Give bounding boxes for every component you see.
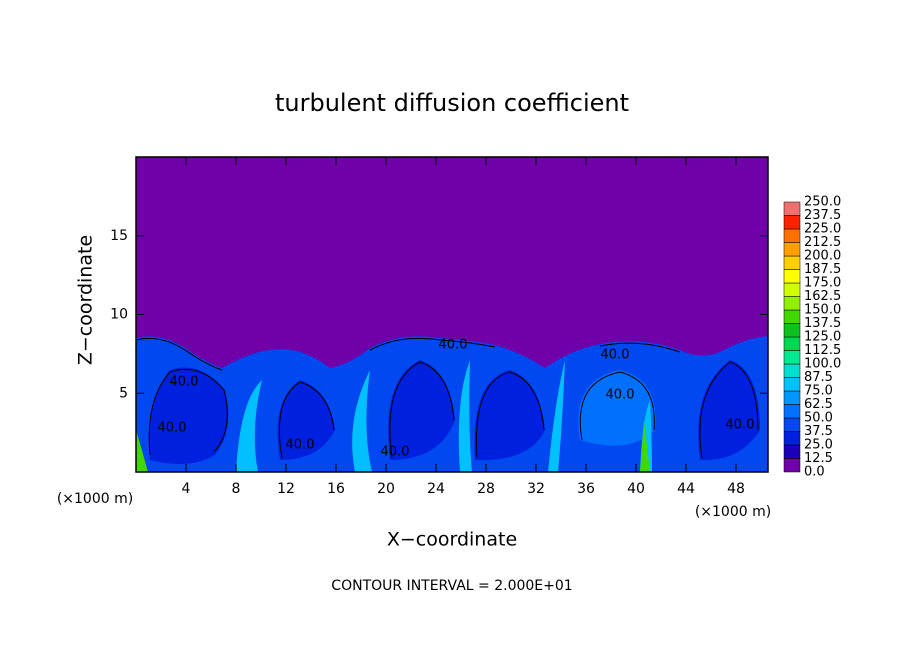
colorbar-band	[783, 255, 801, 270]
y-tick-label: 10	[110, 307, 128, 323]
field	[135, 157, 768, 472]
colorbar-band	[783, 323, 801, 338]
y-axis-label: Z−coordinate	[75, 235, 97, 365]
x-tick-label: 40	[627, 481, 645, 497]
contour-label: 40.0	[381, 445, 410, 460]
x-tick-label: 28	[477, 481, 495, 497]
colorbar-label: 237.5	[804, 208, 841, 223]
contour-label: 40.0	[606, 388, 635, 403]
colorbar-label: 225.0	[804, 222, 841, 237]
x-tick-label: 12	[277, 481, 295, 497]
x-tick-label: 4	[182, 481, 191, 497]
colorbar-band	[783, 309, 801, 324]
field-region	[149, 367, 229, 464]
chart-title: turbulent diffusion coefficient	[275, 89, 629, 117]
contour-line	[135, 337, 759, 459]
colorbar-label: 12.5	[804, 451, 833, 466]
colorbar-label: 75.0	[804, 384, 833, 399]
field-region	[698, 360, 760, 461]
colorbar-label: 162.5	[804, 289, 841, 304]
colorbar-band	[783, 458, 801, 473]
colorbar-label: 25.0	[804, 438, 833, 453]
colorbar-band	[783, 336, 801, 351]
colorbar-label: 112.5	[804, 343, 841, 358]
x-tick-label: 36	[577, 481, 595, 497]
footnote: CONTOUR INTERVAL = 2.000E+01	[331, 578, 572, 594]
colorbar-label: 0.0	[804, 465, 825, 480]
colorbar-band	[783, 390, 801, 405]
x-unit-label: (×1000 m)	[57, 491, 133, 507]
colorbar-band	[783, 296, 801, 311]
colorbar-label: 137.5	[804, 316, 841, 331]
colorbar-label: 187.5	[804, 262, 841, 277]
colorbar-band	[783, 404, 801, 419]
colorbar-band	[783, 228, 801, 243]
y-tick-label: 5	[119, 385, 128, 401]
colorbar-band	[783, 282, 801, 297]
field-region	[578, 370, 656, 446]
colorbar-band	[783, 377, 801, 392]
colorbar-label: 100.0	[804, 357, 841, 372]
colorbar-label: 87.5	[804, 370, 833, 385]
colorbar-band	[783, 444, 801, 459]
field-region	[474, 370, 545, 461]
colorbar-label: 125.0	[804, 330, 841, 345]
contour-label: 40.0	[170, 375, 199, 390]
colorbar-band	[783, 201, 801, 216]
colorbar-label: 212.5	[804, 235, 841, 250]
x-tick-label: 44	[677, 481, 695, 497]
colorbar-band	[783, 269, 801, 284]
field-region	[388, 360, 455, 460]
x-tick-label: 24	[427, 481, 445, 497]
field-region	[277, 380, 335, 460]
x-tick-label: 20	[377, 481, 395, 497]
x-tick-label: 48	[727, 481, 745, 497]
y-tick-label: 15	[110, 228, 128, 244]
colorbar-band	[783, 242, 801, 257]
colorbar-label: 200.0	[804, 249, 841, 264]
contour-label: 40.0	[158, 421, 187, 436]
colorbar-band	[783, 417, 801, 432]
colorbar-label: 37.5	[804, 424, 833, 439]
x-tick-label: 8	[232, 481, 241, 497]
colorbar-band	[783, 363, 801, 378]
contour-label: 40.0	[286, 438, 315, 453]
x-tick-label: 32	[527, 481, 545, 497]
colorbar-label: 62.5	[804, 397, 833, 412]
x-axis-label: X−coordinate	[387, 529, 517, 551]
colorbar-label: 50.0	[804, 411, 833, 426]
colorbar-band	[783, 350, 801, 365]
colorbar-label: 150.0	[804, 303, 841, 318]
colorbar-label: 250.0	[804, 195, 841, 210]
colorbar-label: 175.0	[804, 276, 841, 291]
contour-label: 40.0	[726, 418, 755, 433]
contour-label: 40.0	[601, 348, 630, 363]
contour-label: 40.0	[439, 338, 468, 353]
x-unit-label: (×1000 m)	[695, 504, 771, 520]
colorbar-band	[783, 431, 801, 446]
x-tick-label: 16	[327, 481, 345, 497]
colorbar-band	[783, 215, 801, 230]
